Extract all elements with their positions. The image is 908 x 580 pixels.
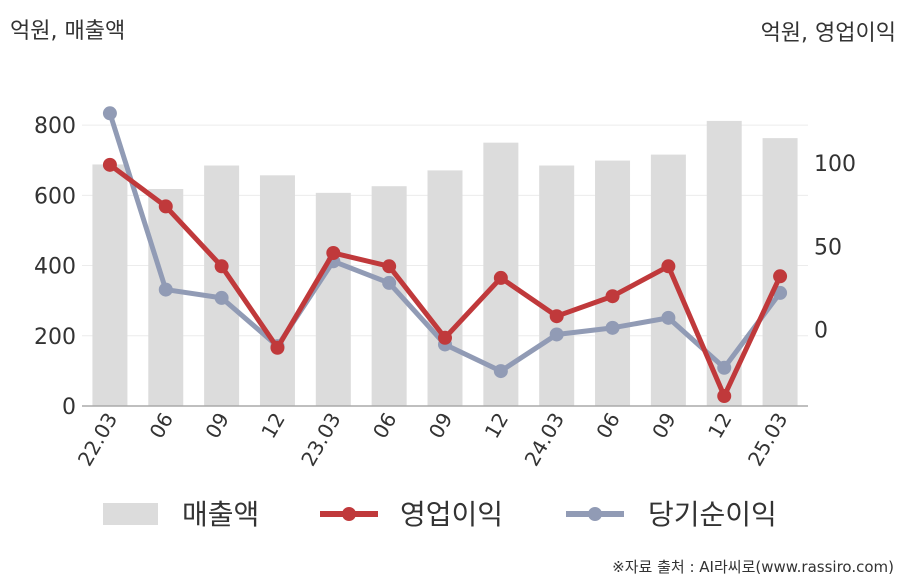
- x-tick-label: 06: [368, 409, 402, 443]
- net-income-point: [605, 320, 620, 335]
- operating-profit-point: [382, 259, 397, 274]
- net-income-point: [158, 282, 173, 297]
- x-tick-label: 12: [256, 409, 290, 443]
- legend-label-net-income: 당기순이익: [648, 498, 777, 531]
- right-y-axis-ticks: 0 50 100: [814, 152, 856, 343]
- x-tick-label: 09: [647, 409, 681, 443]
- operating-profit-point: [549, 309, 564, 324]
- operating-profit-point: [773, 269, 788, 284]
- operating-profit-point: [158, 199, 173, 214]
- revenue-bar: [92, 164, 128, 406]
- legend: 매출액 영업이익 당기순이익: [103, 498, 777, 531]
- operating-profit-point: [214, 259, 229, 274]
- operating-profit-point: [270, 340, 285, 355]
- x-tick-label: 06: [145, 409, 179, 443]
- x-tick-label: 23.03: [296, 409, 345, 471]
- net-income-point: [549, 327, 564, 342]
- x-tick-label: 24.03: [520, 409, 569, 471]
- operating-profit-point: [438, 330, 452, 345]
- left-y-tick-label: 200: [34, 325, 76, 350]
- legend-swatch-net-income-marker: [588, 507, 602, 521]
- revenue-bar: [259, 175, 295, 406]
- x-tick-label: 12: [703, 409, 737, 443]
- revenue-bars: [92, 120, 798, 407]
- x-tick-label: 09: [200, 409, 234, 443]
- series-lines: [102, 106, 788, 404]
- operating-profit-point: [605, 289, 620, 304]
- right-y-tick-label: 100: [814, 152, 856, 177]
- revenue-bar: [650, 154, 686, 406]
- right-y-tick-label: 0: [814, 318, 828, 343]
- revenue-bar: [315, 192, 351, 406]
- revenue-bar: [539, 165, 575, 406]
- operating-profit-point: [493, 270, 508, 285]
- left-axis-unit-label: 억원, 매출액: [10, 19, 125, 44]
- operating-profit-point: [717, 389, 732, 404]
- legend-swatch-operating-profit-marker: [342, 507, 356, 521]
- operating-profit-point: [326, 245, 341, 260]
- operating-profit-point: [661, 259, 676, 274]
- net-income-point: [661, 310, 676, 325]
- x-tick-label: 22.03: [73, 409, 122, 471]
- operating-profit-point: [102, 157, 117, 172]
- left-y-tick-label: 0: [62, 395, 76, 420]
- x-tick-label: 25.03: [743, 409, 792, 471]
- revenue-bar: [427, 170, 463, 406]
- x-axis-ticks: 22.03 06 09 12 23.03 06 09 12 24.03 06 09 12 25.03: [73, 409, 793, 471]
- x-tick-label: 06: [591, 409, 625, 443]
- left-y-tick-label: 800: [34, 114, 76, 139]
- net-income-point: [493, 364, 508, 379]
- net-income-point: [214, 290, 229, 305]
- revenue-bar: [595, 160, 631, 406]
- left-y-tick-label: 400: [34, 255, 76, 280]
- left-y-axis-ticks: 0 200 400 600 800: [34, 114, 76, 420]
- net-income-point: [102, 106, 117, 121]
- right-y-tick-label: 50: [814, 235, 842, 260]
- source-note: ※자료 출처 : AI라씨로(www.rassiro.com): [612, 558, 894, 576]
- legend-swatch-revenue: [103, 503, 158, 525]
- legend-label-revenue: 매출액: [182, 498, 259, 531]
- legend-label-operating-profit: 영업이익: [400, 498, 503, 531]
- right-axis-unit-label: 억원, 영업이익: [761, 21, 896, 46]
- net-income-point: [382, 275, 397, 290]
- net-income-point: [717, 360, 732, 375]
- x-tick-label: 09: [424, 409, 458, 443]
- revenue-bar: [148, 189, 184, 406]
- left-y-tick-label: 600: [34, 184, 76, 209]
- x-tick-label: 12: [480, 409, 514, 443]
